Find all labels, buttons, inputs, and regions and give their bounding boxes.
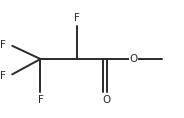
Text: O: O [129, 54, 137, 64]
Text: F: F [38, 95, 43, 105]
Text: F: F [74, 13, 80, 23]
Text: O: O [103, 95, 111, 105]
Text: F: F [0, 40, 6, 50]
Text: F: F [0, 71, 6, 80]
